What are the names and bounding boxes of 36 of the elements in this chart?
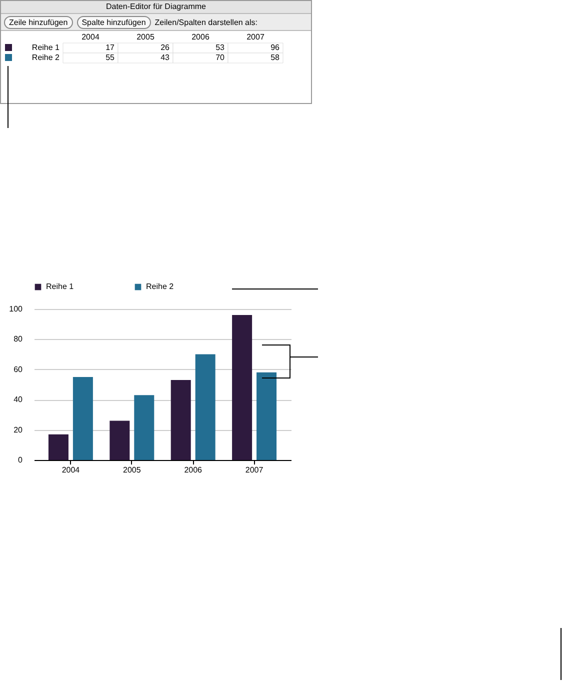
x-tick-label: 2005 <box>136 32 155 42</box>
bar <box>110 420 130 460</box>
x-tick-label: 2006 <box>192 32 210 42</box>
bar <box>48 434 68 460</box>
x-tick-label: 2004 <box>62 466 80 474</box>
bar <box>256 372 277 460</box>
data-label: 26 <box>160 43 170 52</box>
text: Daten-Editor für Diagramme <box>1 1 311 14</box>
text: Spalte hinzufügen <box>76 16 151 28</box>
bar <box>232 315 252 460</box>
bar <box>72 376 93 460</box>
data-label: 58 <box>270 53 280 62</box>
legend-label: Reihe 1 <box>46 282 74 291</box>
y-tick-label: 20 <box>14 425 24 434</box>
text: Zeile hinzufügen <box>4 16 73 28</box>
y-tick-label: 60 <box>14 364 24 374</box>
y-tick-label: 40 <box>14 395 24 404</box>
y-tick-label: 80 <box>14 334 24 344</box>
data-label: 96 <box>270 43 280 52</box>
legend-label: Reihe 2 <box>146 282 174 291</box>
x-tick-label: 2005 <box>123 466 142 474</box>
text: Zeilen/Spalten darstellen als: <box>154 18 258 26</box>
bar <box>170 380 191 460</box>
y-tick-label: 0 <box>18 456 24 464</box>
data-label: 70 <box>216 53 226 62</box>
x-tick-label: 2006 <box>184 466 203 474</box>
x-tick-label: 2007 <box>246 32 265 42</box>
x-tick-label: 2007 <box>245 466 264 474</box>
data-label: 17 <box>106 43 116 52</box>
data-label: 53 <box>216 43 226 52</box>
y-tick-label: 100 <box>9 304 24 314</box>
data-label: 43 <box>160 53 170 62</box>
data-label: 55 <box>106 53 116 62</box>
x-tick-label: 2004 <box>82 32 100 42</box>
bar <box>134 395 154 460</box>
bar <box>195 354 216 460</box>
